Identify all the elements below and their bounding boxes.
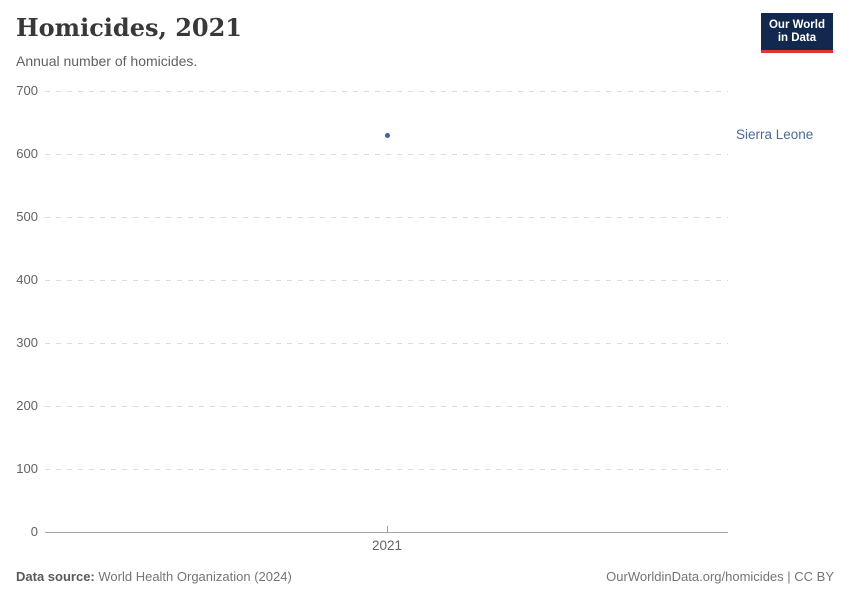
data-source: Data source: World Health Organization (… [16,569,292,584]
owid-logo-line1: Our World [768,19,825,31]
gridline [45,216,728,218]
page-title: Homicides, 2021 [16,13,242,42]
x-axis-tick-label: 2021 [371,538,403,553]
y-axis-tick-label: 0 [30,523,38,539]
x-axis-tick [386,525,388,532]
gridline [45,91,728,92]
gridline [45,153,728,155]
y-axis-tick-label: 700 [16,83,38,98]
owid-logo-line2: in Data [777,32,817,44]
chart-subtitle: Annual number of homicides. [16,53,198,69]
y-axis-tick-label: 100 [16,460,38,476]
gridline [45,468,728,470]
attribution-link[interactable]: OurWorldinData.org/homicides | CC BY [606,569,834,584]
y-axis-tick-label: 200 [16,397,38,413]
data-source-value: World Health Organization (2024) [98,569,292,584]
entity-label-sierra-leone[interactable]: Sierra Leone [736,127,814,143]
x-axis-line [45,531,728,533]
owid-logo[interactable]: Our World in Data [760,13,833,53]
gridline [45,405,728,407]
gridline [45,279,728,281]
y-axis-tick-label: 500 [16,208,38,224]
gridline [45,342,728,344]
data-point-sierra-leone[interactable] [384,132,390,138]
y-axis-tick-label: 300 [16,334,38,350]
data-source-label: Data source: [16,569,95,584]
y-axis-tick-label: 400 [16,271,38,287]
y-axis-tick-label: 600 [16,145,38,161]
